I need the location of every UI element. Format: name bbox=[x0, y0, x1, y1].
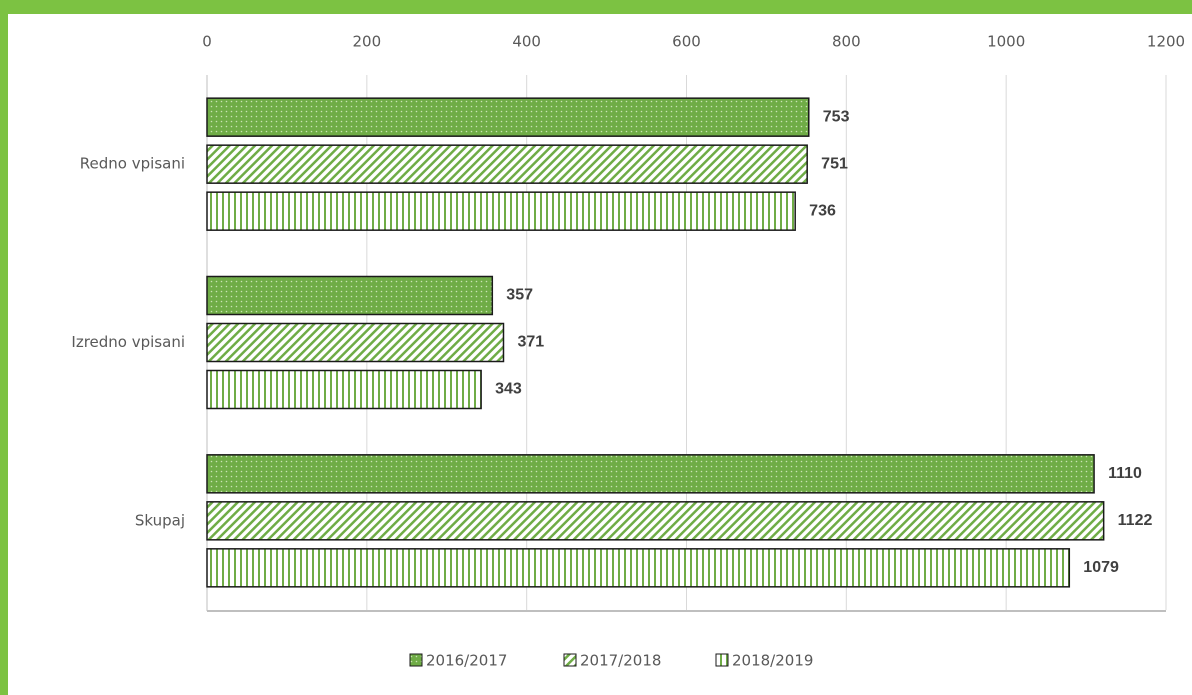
y-tick-label: Skupaj bbox=[135, 511, 185, 529]
frame-left bbox=[0, 0, 8, 695]
bar bbox=[206, 144, 808, 184]
legend-swatch bbox=[563, 653, 577, 667]
bar bbox=[206, 548, 1071, 588]
value-label: 1079 bbox=[1083, 559, 1119, 576]
legend-label: 2017/2018 bbox=[580, 652, 661, 670]
y-tick-label: Izredno vpisani bbox=[71, 333, 185, 351]
x-tick-label: 800 bbox=[832, 33, 861, 51]
bar bbox=[206, 97, 810, 137]
legend-swatch bbox=[409, 653, 423, 667]
bar bbox=[206, 454, 1095, 494]
value-label: 371 bbox=[517, 334, 544, 351]
x-tick-label: 1200 bbox=[1147, 33, 1185, 51]
value-label: 736 bbox=[809, 202, 836, 219]
bar bbox=[206, 322, 505, 363]
bar bbox=[206, 191, 796, 231]
bar bbox=[206, 501, 1105, 541]
x-tick-label: 0 bbox=[202, 33, 212, 51]
frame-top bbox=[0, 0, 1192, 14]
x-tick-label: 200 bbox=[353, 33, 382, 51]
value-label: 1122 bbox=[1118, 512, 1153, 529]
legend-label: 2018/2019 bbox=[732, 652, 813, 670]
value-label: 343 bbox=[495, 381, 522, 398]
value-label: 357 bbox=[506, 287, 533, 304]
x-tick-label: 400 bbox=[512, 33, 541, 51]
value-label: 1110 bbox=[1108, 465, 1142, 482]
legend-label: 2016/2017 bbox=[426, 652, 507, 670]
bar bbox=[206, 275, 494, 316]
legend-swatch bbox=[715, 653, 729, 667]
value-label: 753 bbox=[823, 108, 850, 125]
x-tick-label: 1000 bbox=[987, 33, 1025, 51]
value-label: 751 bbox=[821, 155, 848, 172]
y-tick-label: Redno vpisani bbox=[80, 155, 185, 173]
x-tick-label: 600 bbox=[672, 33, 701, 51]
bar bbox=[206, 369, 482, 410]
